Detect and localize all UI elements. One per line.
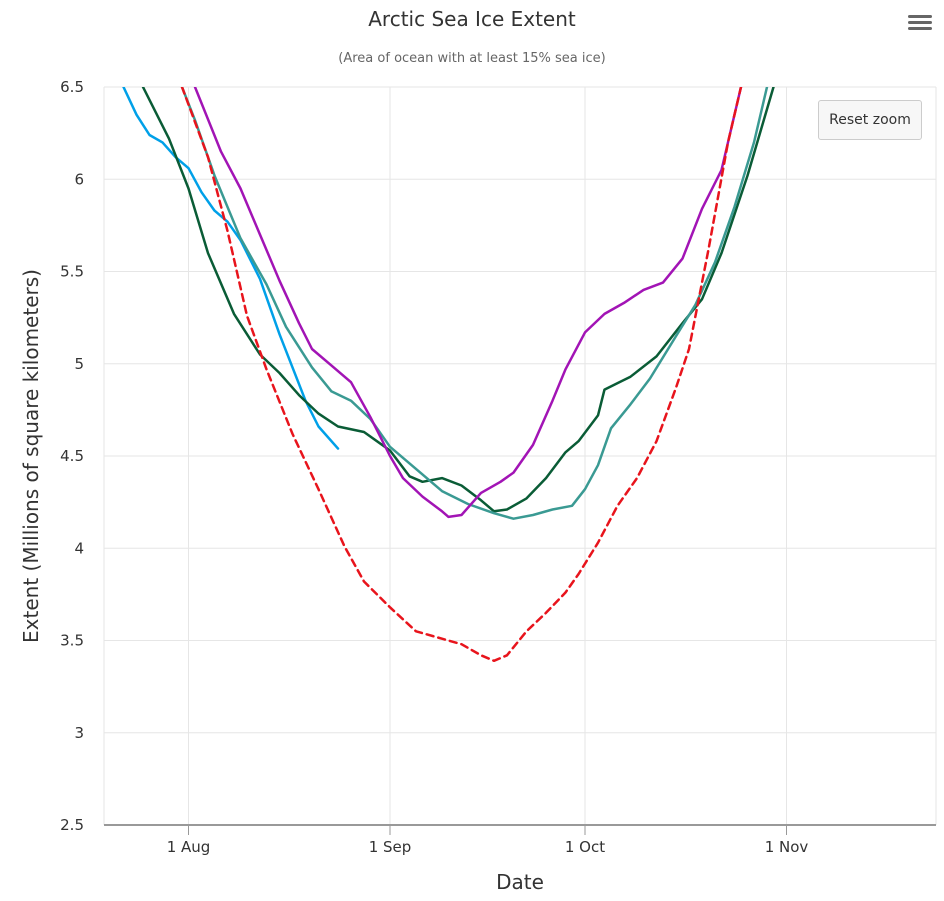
y-tick-labels: 2.5 3 3.5 4 4.5 5 5.5 6 6.5 <box>60 78 84 834</box>
menu-bar-2 <box>908 21 932 24</box>
y-tick-label: 3 <box>74 724 84 742</box>
series-line-5 <box>180 87 743 663</box>
x-tick-marks <box>188 825 787 835</box>
menu-bar-1 <box>908 15 932 18</box>
series-layer <box>122 87 775 663</box>
y-tick-label: 2.5 <box>60 816 84 834</box>
x-gridlines <box>103 87 937 825</box>
y-tick-label: 5.5 <box>60 263 84 281</box>
series-line-1 <box>122 87 340 450</box>
x-tick-labels: 1 Aug 1 Sep 1 Oct 1 Nov <box>167 838 809 856</box>
y-tick-label: 6 <box>74 170 84 188</box>
x-axis-title: Date <box>496 870 544 894</box>
x-tick-label: 1 Aug <box>167 838 211 856</box>
y-gridlines <box>104 86 936 826</box>
x-tick-label: 1 Sep <box>369 838 412 856</box>
reset-zoom-button[interactable]: Reset zoom <box>818 100 922 140</box>
x-tick-label: 1 Oct <box>565 838 605 856</box>
y-tick-label: 4 <box>74 539 84 557</box>
y-tick-label: 6.5 <box>60 78 84 96</box>
y-tick-label: 4.5 <box>60 447 84 465</box>
menu-bar-3 <box>908 27 932 30</box>
chart-subtitle: (Area of ocean with at least 15% sea ice… <box>338 51 605 66</box>
chart-title: Arctic Sea Ice Extent <box>368 7 576 31</box>
y-axis-title: Extent (Millions of square kilometers) <box>19 269 43 643</box>
y-tick-label: 5 <box>74 355 84 373</box>
series-line-4 <box>193 87 743 519</box>
x-tick-label: 1 Nov <box>765 838 809 856</box>
series-line-2 <box>141 87 775 513</box>
series-line-3 <box>180 87 769 520</box>
y-tick-label: 3.5 <box>60 632 84 650</box>
hamburger-menu-icon[interactable] <box>906 12 934 38</box>
